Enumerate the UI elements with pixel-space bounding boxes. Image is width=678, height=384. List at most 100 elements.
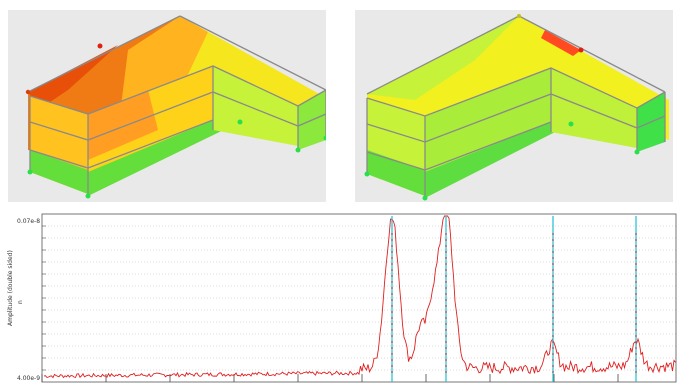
marker-dot: [391, 341, 393, 343]
marker-dot: [635, 281, 637, 283]
marker-dot: [552, 317, 554, 319]
marker-dot: [635, 245, 637, 247]
model-view-right[interactable]: [355, 10, 673, 202]
marker-dot: [445, 335, 447, 337]
marker-dot: [391, 257, 393, 259]
marker-dot: [552, 359, 554, 361]
marker-dot: [445, 281, 447, 283]
marker-dot: [391, 251, 393, 253]
marker-dot: [552, 257, 554, 259]
model-left-canvas[interactable]: [8, 10, 326, 202]
marker-dot: [552, 299, 554, 301]
marker-dot: [635, 269, 637, 271]
wing-face: [551, 68, 637, 148]
marker-dot: [552, 275, 554, 277]
wireframe: [366, 15, 666, 198]
marker-dot: [391, 335, 393, 337]
marker-dot: [391, 287, 393, 289]
marker-dot: [552, 239, 554, 241]
marker-dot: [445, 257, 447, 259]
marker-dot: [635, 299, 637, 301]
marker-dot: [635, 341, 637, 343]
marker-dot: [552, 371, 554, 373]
marker-dot: [391, 305, 393, 307]
marker-dot: [635, 329, 637, 331]
model-view-left[interactable]: [8, 10, 326, 202]
marker-dot: [552, 233, 554, 235]
marker-dot: [445, 323, 447, 325]
marker-dot: [635, 317, 637, 319]
plot-grid: [42, 225, 676, 371]
marker-dot: [552, 329, 554, 331]
node-markers: [364, 14, 640, 201]
marker-dot: [391, 359, 393, 361]
roof-contour-green: [367, 16, 519, 100]
marker-dot: [635, 257, 637, 259]
marker-dot: [552, 263, 554, 265]
y-axis-label: Amplitude (double sided): [7, 250, 14, 326]
marker-dot: [445, 239, 447, 241]
marker-dot: [391, 263, 393, 265]
marker-dot: [635, 239, 637, 241]
marker-dot: [445, 341, 447, 343]
peak-markers[interactable]: [391, 216, 637, 382]
marker-dot: [635, 287, 637, 289]
marker-dot: [445, 317, 447, 319]
marker-dot: [445, 251, 447, 253]
marker-dot: [635, 335, 637, 337]
side-face-green-band: [425, 122, 571, 198]
marker-dot: [552, 365, 554, 367]
marker-dot: [445, 245, 447, 247]
y-max-label: 0.07e-8: [17, 218, 40, 225]
marker-dot: [552, 347, 554, 349]
marker-dot: [445, 275, 447, 277]
marker-dot: [445, 371, 447, 373]
marker-dot: [445, 365, 447, 367]
marker-dot: [445, 353, 447, 355]
marker-dot: [445, 305, 447, 307]
marker-dot: [445, 299, 447, 301]
marker-dot: [445, 347, 447, 349]
spectrum-canvas[interactable]: Amplitude (double sided) n 0.07e-8 4.00e…: [0, 208, 678, 384]
marker-dot: [635, 365, 637, 367]
marker-dot: [552, 281, 554, 283]
marker-dot: [635, 371, 637, 373]
marker-dot: [635, 251, 637, 253]
x-ticks: [41, 374, 619, 382]
wing-face: [213, 66, 298, 146]
plot-frame: [41, 213, 677, 383]
marker-dot: [635, 353, 637, 355]
marker-dot: [391, 317, 393, 319]
marker-dot: [445, 269, 447, 271]
marker-dot: [552, 293, 554, 295]
wireframe: [27, 15, 326, 196]
marker-dot: [445, 359, 447, 361]
marker-dot: [391, 239, 393, 241]
marker-dot: [552, 269, 554, 271]
marker-dot: [635, 311, 637, 313]
front-face-green-band: [367, 150, 425, 196]
spectrum-plot[interactable]: Amplitude (double sided) n 0.07e-8 4.00e…: [0, 208, 678, 384]
marker-dot: [445, 293, 447, 295]
marker-dot: [391, 323, 393, 325]
node-markers: [25, 43, 326, 199]
marker-dot: [635, 233, 637, 235]
marker-dot: [635, 263, 637, 265]
marker-dot: [552, 287, 554, 289]
marker-dot: [391, 311, 393, 313]
marker-dot: [391, 281, 393, 283]
marker-dot: [391, 233, 393, 235]
marker-dot: [445, 329, 447, 331]
marker-dot: [635, 305, 637, 307]
y-min-label: 4.00e-9: [17, 375, 40, 382]
marker-dot: [635, 293, 637, 295]
marker-dot: [635, 275, 637, 277]
model-right-canvas[interactable]: [355, 10, 673, 202]
marker-dot: [552, 335, 554, 337]
marker-dot: [391, 245, 393, 247]
spectrum-line: [43, 215, 676, 379]
marker-dot: [552, 311, 554, 313]
marker-dot: [391, 329, 393, 331]
side-face-green-band: [88, 120, 240, 196]
marker-dot: [552, 323, 554, 325]
